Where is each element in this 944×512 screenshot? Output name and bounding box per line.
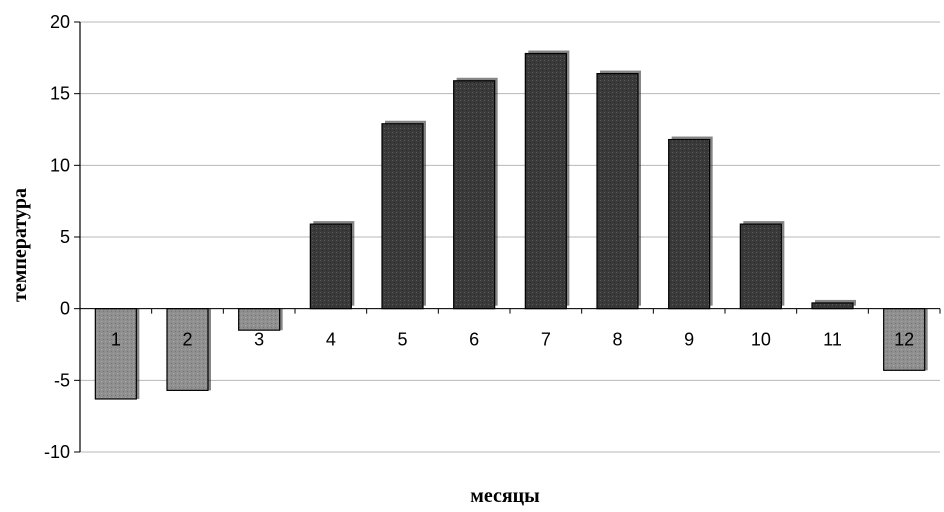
category-label: 4 — [326, 330, 336, 350]
category-label: 10 — [751, 330, 771, 350]
category-label: 12 — [894, 330, 914, 350]
bar-4 — [309, 223, 352, 310]
category-label: 11 — [823, 330, 842, 350]
bar-3 — [238, 308, 281, 331]
category-label: 3 — [254, 330, 264, 350]
bar-10 — [739, 223, 782, 310]
bars — [94, 50, 928, 400]
y-tick-label: 5 — [60, 227, 70, 247]
x-axis-title: месяцы — [470, 485, 540, 507]
y-axis: 20 15 10 5 0 -5 -10 — [44, 12, 81, 462]
bar-11 — [811, 302, 854, 310]
y-tick-label: 20 — [50, 12, 70, 32]
bar-1 — [94, 308, 137, 400]
bar-7 — [524, 52, 567, 310]
bar-12 — [883, 308, 926, 371]
y-axis-title: температура — [9, 188, 31, 302]
y-tick-label: 0 — [60, 299, 70, 319]
bar-5 — [381, 123, 424, 310]
category-label: 2 — [182, 330, 192, 350]
category-label: 9 — [684, 330, 694, 350]
y-tick-label: -5 — [54, 370, 70, 390]
category-label: 8 — [612, 330, 622, 350]
category-label: 7 — [541, 330, 551, 350]
bar-8 — [596, 72, 639, 310]
category-label: 6 — [469, 330, 479, 350]
x-axis — [79, 308, 941, 314]
y-tick-label: -10 — [44, 442, 70, 462]
bar-6 — [453, 80, 496, 310]
bar-2 — [166, 308, 209, 391]
y-tick-label: 10 — [50, 155, 70, 175]
y-tick-label: 15 — [50, 84, 70, 104]
category-label: 1 — [111, 330, 121, 350]
category-labels: 1 2 3 4 5 6 7 8 9 10 11 12 — [111, 330, 914, 350]
bar-9 — [668, 138, 711, 310]
category-label: 5 — [397, 330, 407, 350]
